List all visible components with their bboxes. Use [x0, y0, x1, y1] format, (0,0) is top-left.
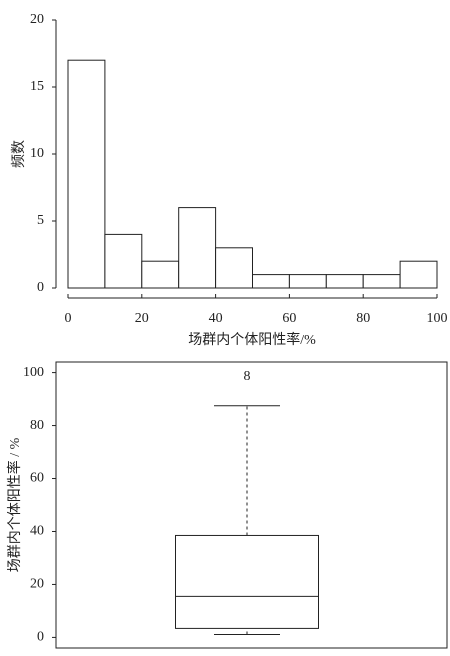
x-tick-label: 0	[65, 311, 72, 326]
x-tick-label: 20	[135, 311, 149, 326]
y-tick-label: 10	[30, 146, 44, 161]
x-axis-title: 场群内个体阳性率/%	[188, 331, 316, 348]
bar	[362, 274, 401, 289]
bar	[178, 207, 217, 289]
x-tick-label: 40	[209, 311, 223, 326]
x-tick-label: 60	[282, 311, 296, 326]
annotation: 8	[244, 369, 251, 384]
bar	[215, 247, 254, 289]
y-tick-label: 20	[30, 577, 44, 592]
bar	[252, 274, 290, 289]
y-axis-title: 频数	[11, 140, 27, 168]
y-tick-label: 0	[37, 630, 44, 645]
bar	[288, 274, 327, 289]
y-tick-label: 100	[23, 365, 44, 380]
y-tick-label: 15	[30, 79, 44, 94]
bar	[104, 233, 143, 289]
y-tick-label: 20	[30, 12, 44, 27]
box	[175, 534, 319, 629]
bar	[399, 260, 438, 289]
y-tick-label: 5	[37, 213, 44, 228]
y-tick-label: 80	[30, 418, 44, 433]
plot-frame	[55, 361, 448, 649]
y-tick-label: 40	[30, 524, 44, 539]
y-axis-title: 场群内个体阳性率 / %	[6, 437, 23, 572]
y-tick-label: 60	[30, 471, 44, 486]
x-tick-label: 100	[427, 311, 448, 326]
bar	[141, 260, 180, 289]
y-tick-label: 0	[37, 280, 44, 295]
bar	[325, 274, 364, 289]
x-tick-label: 80	[356, 311, 370, 326]
bar	[67, 59, 106, 289]
